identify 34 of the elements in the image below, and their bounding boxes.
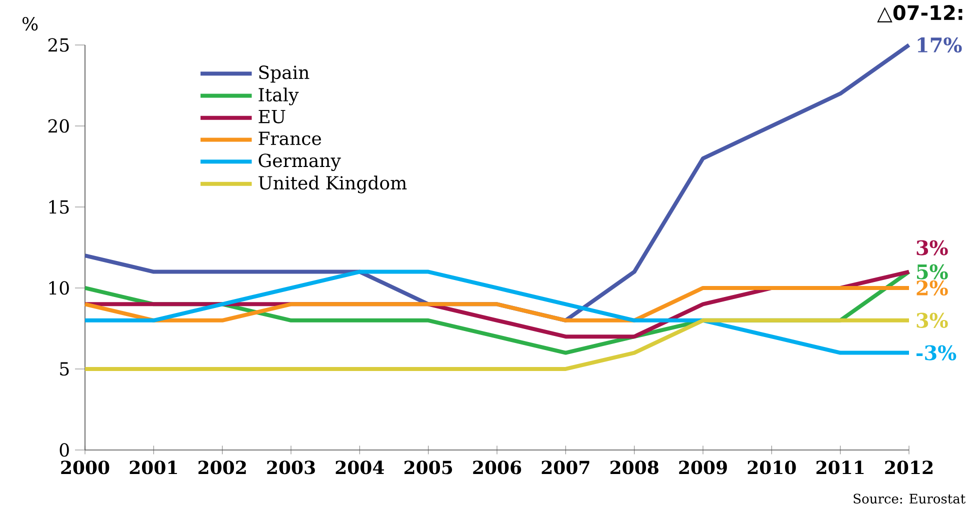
legend-label: United Kingdom xyxy=(258,176,407,194)
text: 3% xyxy=(916,240,948,256)
text: 17% xyxy=(918,37,962,53)
legend-label: France xyxy=(258,132,321,146)
legend-label: Spain xyxy=(259,66,310,83)
x-tick-label: 2003 xyxy=(267,460,315,474)
x-tick-label: 2001 xyxy=(130,460,177,474)
x-tick-label: 2011 xyxy=(816,460,864,474)
y-tick-label: 25 xyxy=(48,38,69,52)
text: 2% xyxy=(916,280,948,296)
x-tick-label: 2008 xyxy=(610,460,658,474)
y-tick-label: 10 xyxy=(49,281,69,295)
legend-label: EU xyxy=(258,110,286,124)
y-tick-label: 20 xyxy=(48,119,69,133)
x-tick-label: 2004 xyxy=(336,460,384,474)
text: 3% xyxy=(916,312,948,328)
text: △07-12: xyxy=(877,5,962,22)
x-tick-label: 2005 xyxy=(404,460,452,474)
x-tick-label: 2000 xyxy=(61,460,110,474)
text: -3% xyxy=(916,345,956,360)
y-tick-label: 15 xyxy=(49,200,69,214)
x-tick-label: 2006 xyxy=(473,460,522,474)
legend-label: Germany xyxy=(258,154,341,171)
y-tick-label: 5 xyxy=(60,362,69,376)
x-tick-label: 2002 xyxy=(198,460,246,474)
y-tick-label: 0 xyxy=(60,443,69,457)
source-note: Source: Eurostat xyxy=(854,494,966,504)
x-tick-label: 2007 xyxy=(542,460,590,474)
x-tick-label: 2012 xyxy=(885,460,932,474)
legend-label: Italy xyxy=(258,88,299,106)
x-tick-label: 2010 xyxy=(748,460,796,474)
text: 5% xyxy=(917,264,948,280)
x-tick-label: 2009 xyxy=(679,460,727,474)
y-axis-title: % xyxy=(22,16,38,31)
